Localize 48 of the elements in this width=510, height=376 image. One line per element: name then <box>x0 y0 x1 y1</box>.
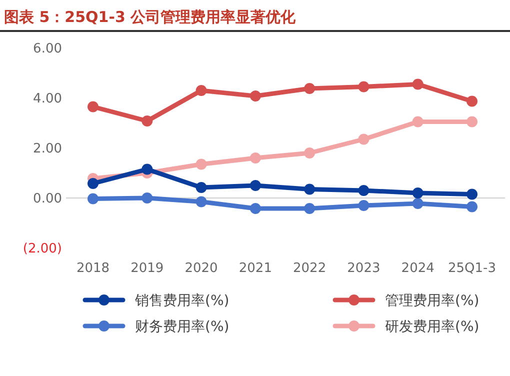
chart-title: 图表 5：25Q1-3 公司管理费用率显著优化 <box>4 8 297 26</box>
legend-label: 销售费用率(%) <box>134 292 230 309</box>
point <box>88 178 98 189</box>
point <box>88 101 98 112</box>
point <box>304 184 316 195</box>
legend-label: 研发费用率(%) <box>385 318 480 335</box>
point <box>142 116 153 126</box>
y-tick-label: (2.00) <box>22 242 62 257</box>
x-tick-label: 2018 <box>76 261 110 276</box>
y-tick-label: 6.00 <box>33 42 62 57</box>
point <box>358 134 370 145</box>
point <box>304 83 316 94</box>
x-tick-label: 2019 <box>130 261 164 276</box>
y-tick-label: 0.00 <box>33 192 62 207</box>
x-tick-label: 2021 <box>238 261 272 276</box>
y-tick-label: 2.00 <box>33 142 62 157</box>
point <box>196 182 207 193</box>
point <box>196 196 207 208</box>
y-tick-label: 4.00 <box>33 92 62 107</box>
point <box>304 148 316 158</box>
point <box>466 116 478 128</box>
point <box>358 200 370 211</box>
x-tick-label: 2022 <box>293 261 326 276</box>
point <box>142 192 153 204</box>
x-tick-label: 2020 <box>184 261 218 276</box>
point <box>250 203 261 214</box>
point <box>412 198 424 209</box>
point <box>250 180 261 191</box>
point <box>358 185 370 196</box>
point <box>142 164 153 175</box>
point <box>358 81 370 92</box>
legend-label: 管理费用率(%) <box>385 292 480 309</box>
point <box>250 152 261 164</box>
point <box>196 158 207 170</box>
x-tick-label: 2023 <box>347 261 380 276</box>
point <box>250 90 261 102</box>
point <box>466 96 478 107</box>
legend-label: 财务费用率(%) <box>135 318 230 335</box>
point <box>466 201 478 212</box>
point <box>304 203 316 214</box>
point <box>466 188 478 200</box>
point <box>88 193 98 204</box>
x-tick-label: 2024 <box>401 261 434 276</box>
point <box>412 78 424 90</box>
point <box>412 116 424 128</box>
point <box>196 85 207 96</box>
x-tick-label: 25Q1-3 <box>448 261 496 276</box>
point <box>412 188 424 198</box>
